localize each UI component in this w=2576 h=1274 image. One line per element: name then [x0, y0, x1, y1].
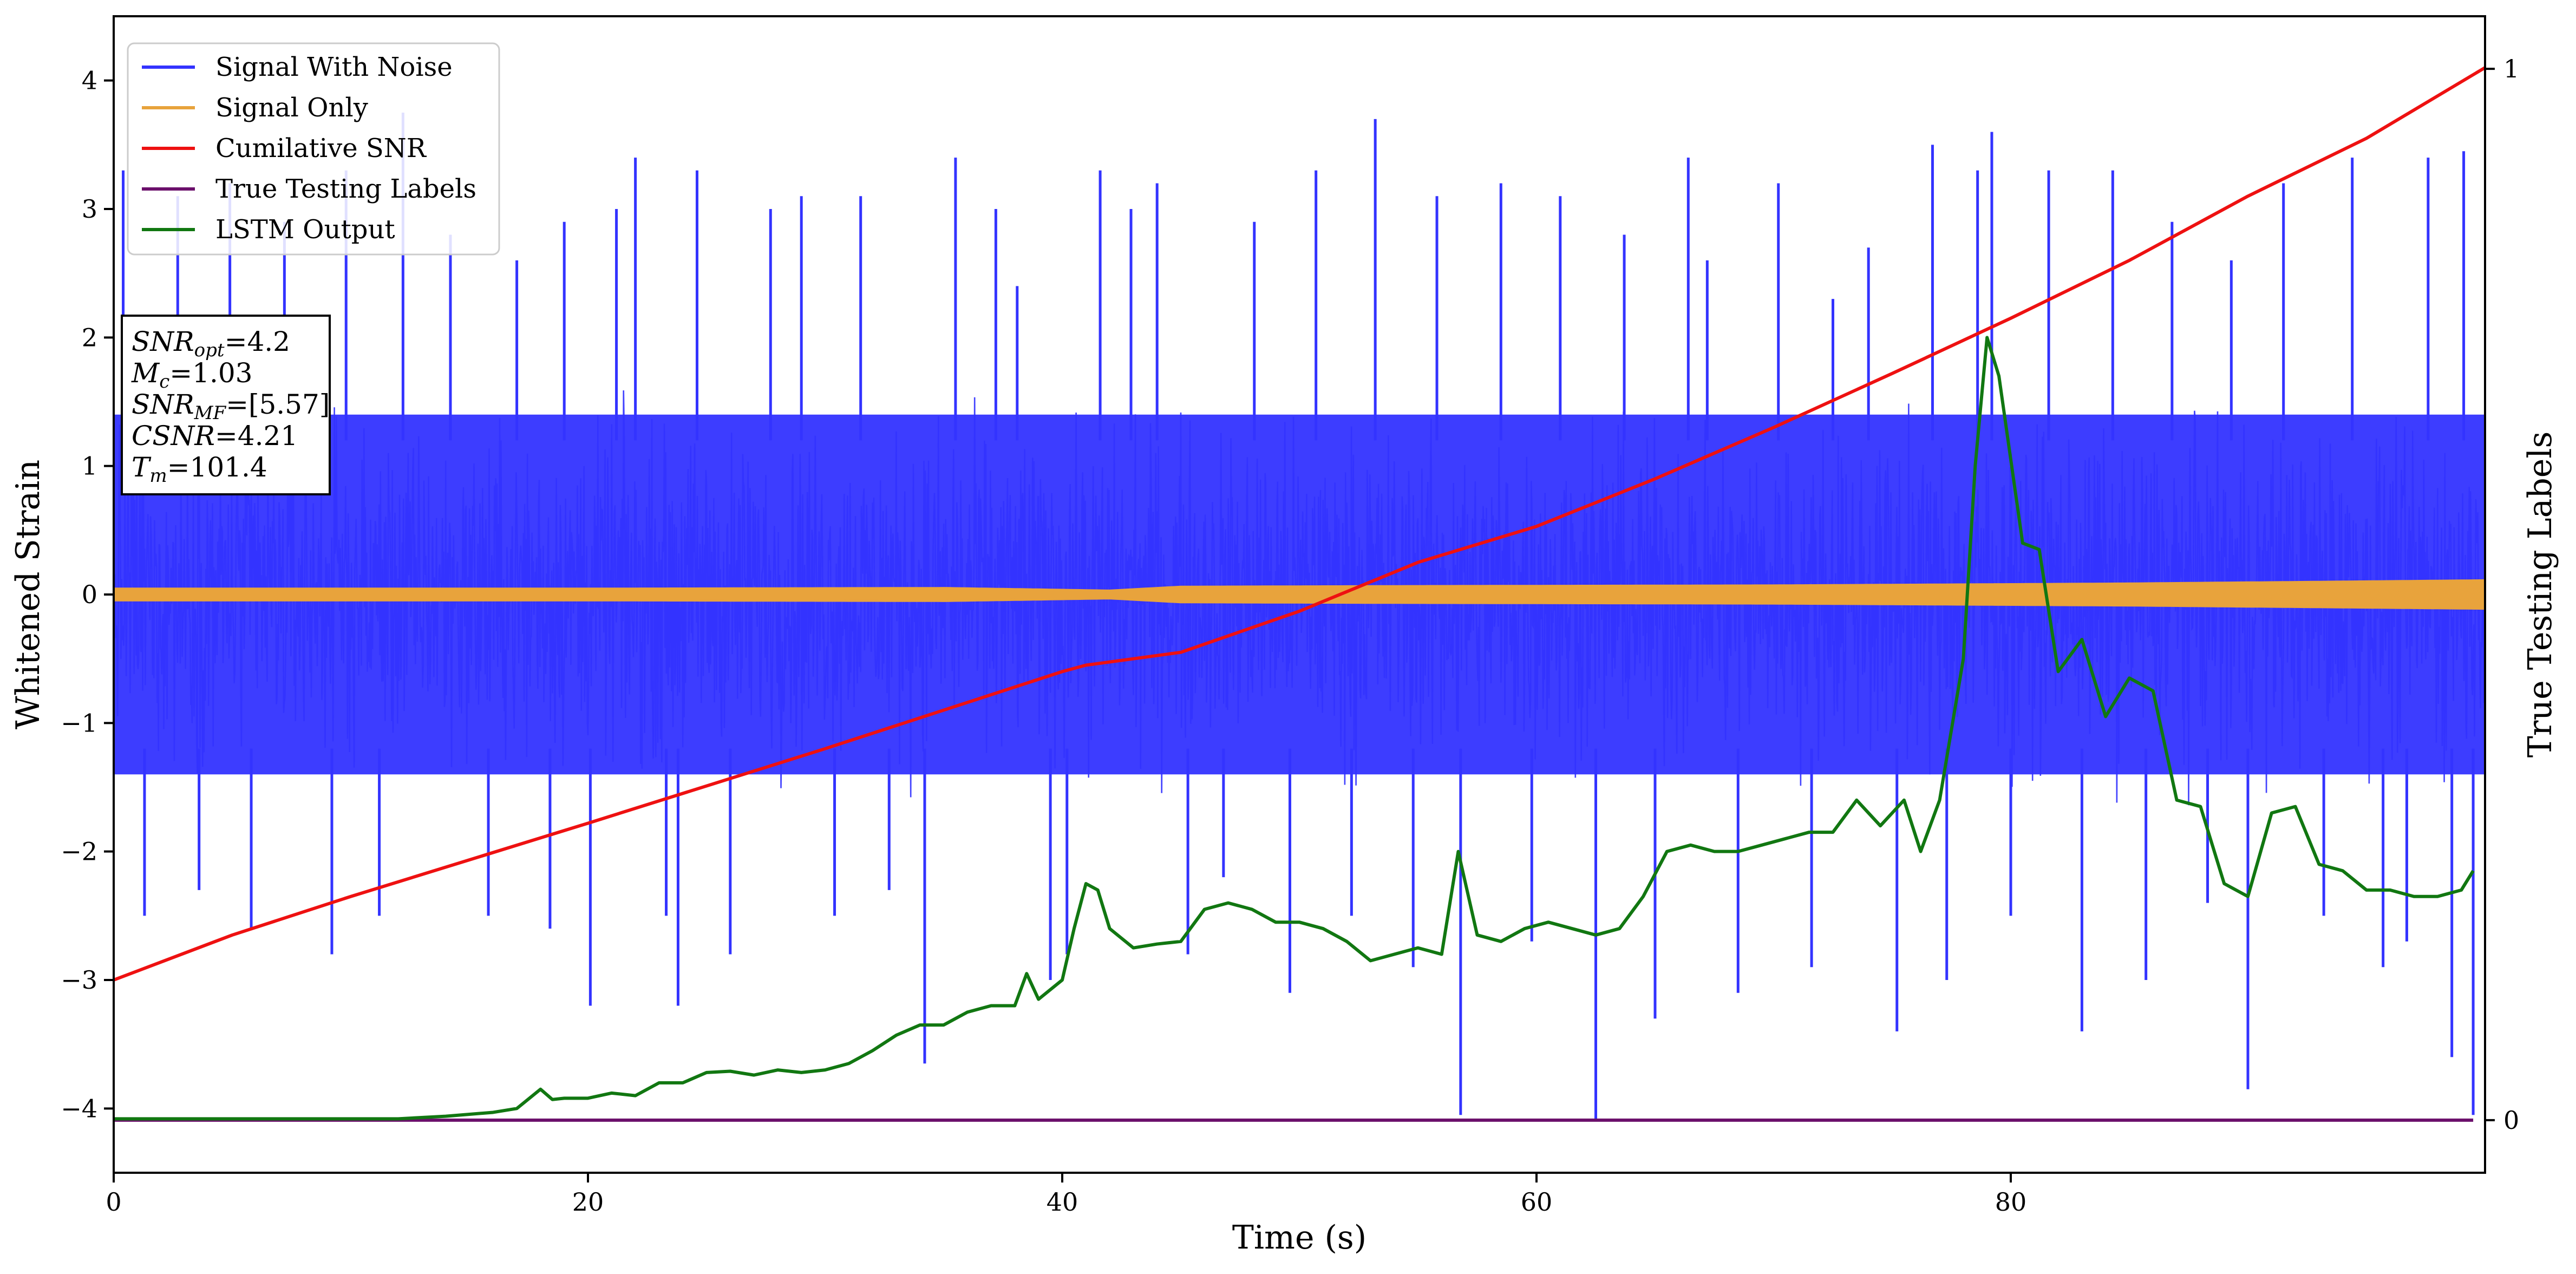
x-tick-label: 60 — [1521, 1187, 1553, 1217]
legend-label: Signal Only — [215, 93, 368, 123]
x-tick-label: 80 — [1995, 1187, 2027, 1217]
y-tick-label: 4 — [82, 66, 97, 95]
y2-axis: 01 — [2485, 54, 2519, 1135]
legend-box — [127, 42, 500, 256]
y2-axis-label: True Testing Labels — [2521, 432, 2559, 758]
x-axis: 0 20 40 60 80 — [106, 1173, 2026, 1217]
y-axis: −4 −3 −2 −1 0 1 2 3 4 — [61, 66, 114, 1123]
y-tick-label: 0 — [82, 580, 97, 609]
annotation-line: SNRopt=4.2 — [132, 326, 290, 361]
y-tick-label: 1 — [82, 452, 97, 481]
y-tick-label: −3 — [61, 965, 97, 995]
legend-label: True Testing Labels — [215, 174, 476, 204]
legend-label: Cumilative SNR — [215, 133, 427, 164]
y2-tick-label: 0 — [2503, 1106, 2519, 1135]
annotation-box: SNRopt=4.2Mc=1.03SNRMF=[5.57]CSNR=4.21Tm… — [121, 315, 331, 495]
x-tick-label: 40 — [1047, 1187, 1078, 1217]
cumulative-snr-series — [114, 66, 2485, 982]
x-tick-label: 20 — [572, 1187, 604, 1217]
x-axis-label: Time (s) — [1232, 1219, 1367, 1257]
annotation-line: Tm=101.4 — [132, 452, 267, 487]
signal-only-band — [114, 579, 2485, 610]
legend-label: LSTM Output — [215, 214, 395, 245]
annotation-line: CSNR=4.21 — [132, 420, 298, 452]
signal-only-series — [114, 579, 2485, 610]
annotation-frame — [121, 315, 331, 495]
lstm-output-line — [114, 336, 2475, 1121]
annotation-line: Mc=1.03 — [131, 357, 252, 393]
y-axis-label: Whitened Strain — [9, 460, 47, 729]
lstm-output-series — [114, 336, 2475, 1121]
legend-label: Signal With Noise — [215, 52, 453, 82]
y-tick-label: 2 — [82, 323, 97, 352]
y-tick-label: 3 — [82, 194, 97, 224]
y-tick-label: −4 — [61, 1094, 97, 1123]
y-tick-label: −1 — [61, 708, 97, 737]
x-tick-label: 0 — [106, 1187, 121, 1217]
annotation-line: SNRMF=[5.57] — [132, 389, 330, 424]
cumulative-snr-line — [114, 66, 2485, 982]
legend: Signal With Noise Signal Only Cumilative S… — [127, 42, 500, 256]
y-tick-label: −2 — [61, 837, 97, 866]
y2-tick-label: 1 — [2503, 54, 2519, 83]
